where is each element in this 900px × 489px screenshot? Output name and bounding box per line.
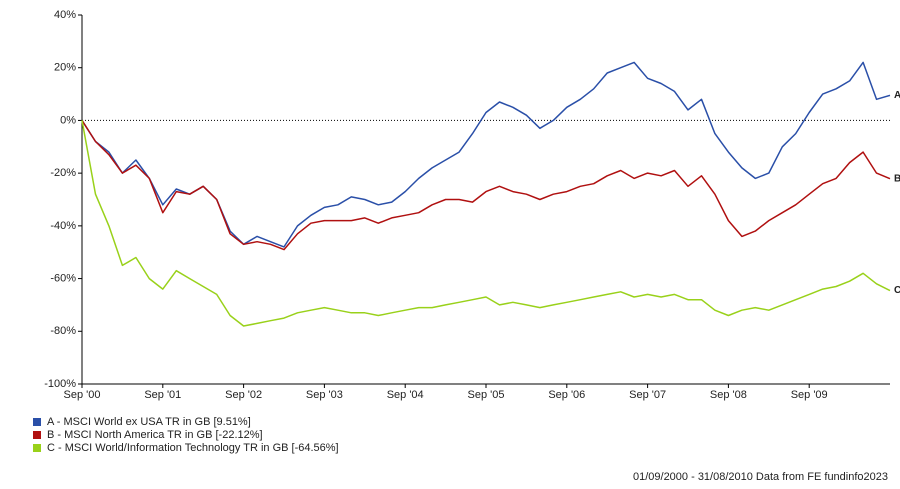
series-line	[81, 61, 891, 248]
legend-label: B - MSCI North America TR in GB [-22.12%…	[47, 429, 263, 441]
x-tick-label: Sep '00	[64, 389, 101, 401]
x-tick-label: Sep '01	[144, 389, 181, 401]
y-tick-label: -100%	[44, 378, 76, 390]
series-line	[81, 120, 891, 327]
x-tick-label: Sep '08	[710, 389, 747, 401]
y-tick-label: -40%	[50, 220, 76, 232]
x-tick-label: Sep '09	[791, 389, 828, 401]
legend-label: A - MSCI World ex USA TR in GB [9.51%]	[47, 416, 251, 428]
x-tick-label: Sep '06	[548, 389, 585, 401]
y-tick-label: -60%	[50, 272, 76, 284]
y-tick-label: 20%	[54, 62, 76, 74]
y-tick-label: -20%	[50, 167, 76, 179]
x-tick-label: Sep '04	[387, 389, 424, 401]
legend-swatch	[33, 418, 41, 426]
x-tick-label: Sep '03	[306, 389, 343, 401]
y-tick-label: 40%	[54, 9, 76, 21]
legend-swatch	[33, 431, 41, 439]
series-end-label: C	[894, 285, 900, 296]
y-tick-label: 0%	[60, 114, 76, 126]
x-tick-label: Sep '05	[468, 389, 505, 401]
x-tick-label: Sep '07	[629, 389, 666, 401]
legend-swatch	[33, 444, 41, 452]
series-line	[81, 119, 891, 251]
footer: 01/09/2000 - 31/08/2010 Data from FE fun…	[633, 471, 888, 483]
y-tick-label: -80%	[50, 325, 76, 337]
series-end-label: B	[894, 173, 900, 184]
series-end-label: A	[894, 90, 900, 101]
legend-label: C - MSCI World/Information Technology TR…	[47, 442, 339, 454]
x-tick-label: Sep '02	[225, 389, 262, 401]
